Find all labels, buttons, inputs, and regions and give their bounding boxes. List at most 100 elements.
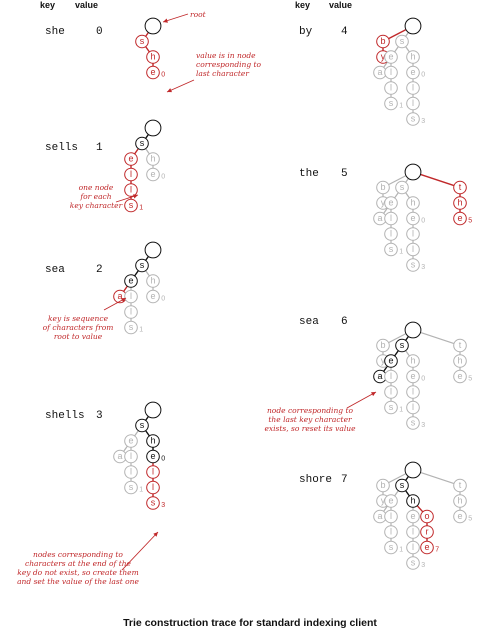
- node-char: s: [140, 420, 145, 430]
- trie-node: l: [406, 227, 420, 241]
- node-char: l: [130, 291, 132, 301]
- node-char: e: [410, 371, 415, 381]
- node-circle: [406, 242, 420, 257]
- trie-nodes: bsty4ehha6le0oe5llrs1le7s3: [373, 461, 472, 570]
- trie-node: h: [406, 50, 420, 64]
- node-circle: [135, 258, 149, 273]
- node-circle: [406, 385, 420, 399]
- node-char: l: [390, 527, 392, 537]
- node-circle: [406, 494, 420, 508]
- node-circle: [146, 65, 160, 80]
- node-char: s: [129, 322, 134, 332]
- trie-edge: [145, 148, 150, 155]
- node-char: l: [390, 67, 392, 77]
- node-value: 1: [399, 103, 403, 110]
- node-char: l: [130, 307, 132, 317]
- node-char: h: [150, 276, 155, 286]
- trie-node: l: [384, 525, 398, 539]
- node-circle: [144, 241, 162, 259]
- node-circle: [420, 525, 434, 539]
- trie-node: e: [384, 196, 398, 210]
- annotation-line: key character: [70, 201, 123, 210]
- trie-node: s: [135, 418, 149, 433]
- node-char: h: [410, 52, 415, 62]
- node-circle: [124, 465, 138, 479]
- key-header-right: key: [295, 0, 310, 10]
- node-char: s: [411, 558, 416, 568]
- node-circle: [376, 338, 390, 353]
- trie-nodes: seha2le0ls1: [113, 241, 165, 335]
- trie-edge: [418, 173, 455, 187]
- trie-nodes: bsy4eha2le0lls1ls3: [373, 17, 425, 126]
- node-value: 0: [421, 72, 425, 79]
- node-value: 3: [421, 118, 425, 125]
- annotation-arrowhead: [133, 194, 138, 199]
- node-char: y: [381, 198, 386, 208]
- node-value: 0: [161, 72, 165, 79]
- trie-node: h: [146, 50, 160, 64]
- node-value: 1: [399, 407, 403, 414]
- node-char: l: [412, 527, 414, 537]
- node-circle: [406, 540, 420, 555]
- panel-key: shore: [299, 474, 332, 486]
- node-char: a: [377, 511, 382, 521]
- node-circle: [395, 34, 409, 49]
- node-circle: [384, 242, 398, 257]
- trie-edge: [388, 472, 408, 484]
- node-circle: [406, 65, 420, 80]
- panel-value: 6: [341, 316, 348, 328]
- node-char: h: [457, 496, 462, 506]
- trie-node: h: [453, 196, 467, 210]
- node-circle: [146, 434, 160, 448]
- annotation-arrow-line: [346, 391, 377, 409]
- node-char: l: [390, 511, 392, 521]
- value-header-left: value: [75, 0, 98, 10]
- node-value: 0: [161, 456, 165, 463]
- node-circle: [124, 152, 138, 166]
- trie-node: l: [406, 540, 420, 555]
- trie-nodes: seha2le0lls1ls3: [113, 401, 165, 510]
- node-char: l: [130, 451, 132, 461]
- node-char: e: [410, 213, 415, 223]
- node-char: s: [400, 480, 405, 490]
- node-char: t: [459, 340, 462, 350]
- panel-key: sea: [45, 264, 65, 276]
- node-circle: [420, 540, 434, 555]
- trie-node: l: [124, 289, 138, 304]
- trace-panel-5: the5bsty4ehha2le0e5lls1ls3: [299, 163, 472, 272]
- node-char: l: [390, 387, 392, 397]
- annotation-line: key is sequence: [48, 314, 109, 323]
- trie-edge: [383, 61, 388, 68]
- node-char: e: [388, 198, 393, 208]
- node-circle: [406, 369, 420, 384]
- trie-node: l: [384, 65, 398, 80]
- trie-node: s: [395, 34, 409, 49]
- panel-key: the: [299, 168, 319, 180]
- node-circle: [135, 418, 149, 433]
- node-value: 0: [421, 218, 425, 225]
- node-char: a: [377, 67, 382, 77]
- node-circle: [404, 163, 422, 181]
- node-char: b: [380, 340, 385, 350]
- trie-edge: [145, 46, 150, 53]
- trie-node: l: [406, 96, 420, 111]
- node-circle: [384, 211, 398, 226]
- node-circle: [384, 65, 398, 80]
- node-circle: [384, 369, 398, 384]
- trie-node: t: [453, 180, 467, 195]
- node-circle: [384, 81, 398, 95]
- trace-panel-3: shells3seha2le0lls1ls3nodes correspondin…: [17, 401, 165, 586]
- node-char: e: [457, 371, 462, 381]
- node-circle: [384, 525, 398, 539]
- node-circle: [404, 461, 422, 479]
- node-circle: [406, 416, 420, 430]
